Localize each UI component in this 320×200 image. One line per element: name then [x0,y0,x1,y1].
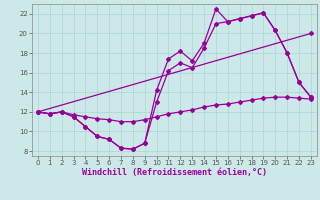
X-axis label: Windchill (Refroidissement éolien,°C): Windchill (Refroidissement éolien,°C) [82,168,267,177]
